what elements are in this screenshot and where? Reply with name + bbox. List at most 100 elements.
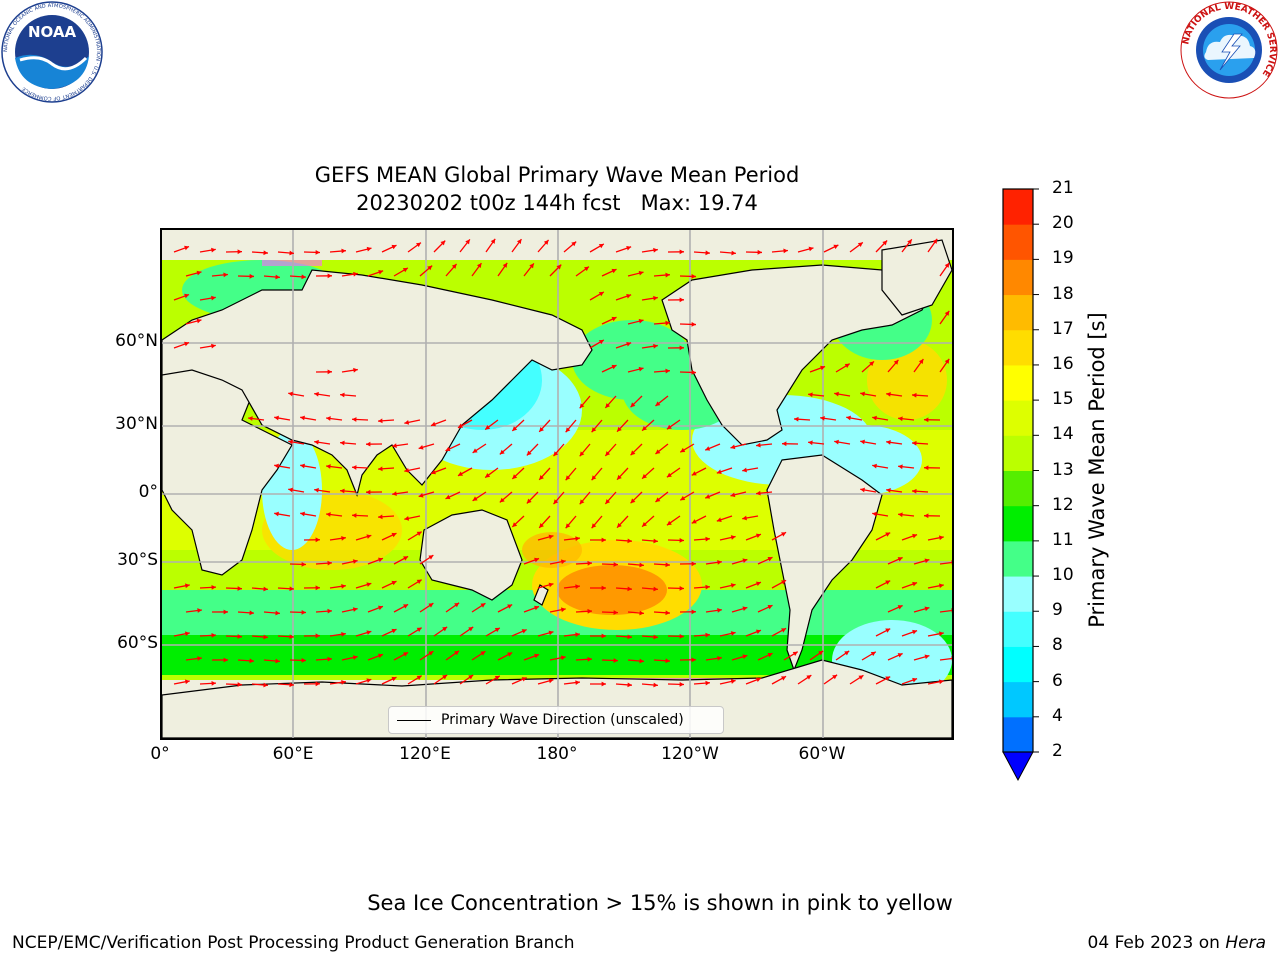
wave-arrow — [329, 535, 346, 541]
wave-arrow — [341, 559, 358, 565]
wave-arrow — [756, 442, 773, 448]
wave-arrow — [604, 491, 617, 505]
wave-arrow — [601, 268, 617, 277]
wave-arrow — [355, 678, 372, 685]
wave-arrow — [419, 265, 433, 277]
wave-arrow — [575, 266, 590, 277]
wave-arrow — [419, 602, 434, 613]
wave-arrow — [211, 272, 228, 278]
wave-arrow — [392, 443, 409, 449]
wave-arrow — [872, 415, 889, 421]
wave-arrow — [381, 580, 397, 589]
wave-arrow — [549, 655, 566, 661]
wave-arrow — [329, 583, 346, 589]
wave-arrow — [565, 419, 577, 433]
wave-arrow — [731, 606, 748, 613]
wave-arrow — [872, 463, 889, 469]
wave-arrow — [563, 632, 580, 637]
wave-arrow — [565, 515, 577, 529]
wave-arrow — [823, 674, 838, 685]
wave-arrow — [601, 658, 619, 663]
wave-arrow — [326, 416, 343, 421]
wave-arrow — [887, 556, 903, 565]
wave-arrow — [326, 512, 343, 517]
colorbar-tick-label: 16 — [1052, 353, 1074, 374]
wave-arrow — [705, 560, 722, 565]
wave-arrow — [693, 632, 711, 638]
wave-arrow — [277, 634, 295, 640]
wave-arrow — [237, 273, 255, 279]
colorbar-segment — [1003, 505, 1033, 542]
wave-arrow — [355, 534, 372, 541]
wave-arrow — [653, 368, 671, 374]
colorbar-label: Primary Wave Mean Period [s] — [1085, 312, 1109, 628]
wave-arrow — [199, 343, 216, 349]
wave-arrow — [911, 488, 929, 494]
wave-arrow — [351, 465, 369, 470]
lat-label-30n: 30°N — [115, 414, 158, 434]
map-legend: Primary Wave Direction (unscaled) — [388, 706, 724, 734]
wave-arrow — [667, 537, 685, 543]
wave-arrow — [927, 535, 944, 541]
wave-arrow — [781, 441, 799, 447]
wave-arrow — [604, 443, 617, 457]
wave-arrow — [404, 515, 421, 521]
wave-arrow — [538, 467, 551, 481]
colorbar-tick-label: 12 — [1052, 494, 1074, 515]
wave-arrow — [445, 650, 460, 661]
lon-label-0: 0° — [150, 744, 170, 764]
wave-arrow — [289, 657, 307, 663]
wave-arrow — [173, 293, 190, 301]
wave-arrow — [173, 631, 190, 637]
wave-arrow — [666, 467, 681, 478]
wave-arrow — [407, 627, 423, 637]
wave-arrow — [655, 443, 669, 455]
wave-arrow — [199, 584, 217, 590]
wave-arrow — [615, 538, 633, 544]
wave-arrow — [641, 538, 658, 544]
wave-arrow — [251, 586, 268, 592]
wave-arrow — [485, 627, 501, 637]
wave-arrow — [225, 634, 243, 639]
wave-arrow — [742, 467, 759, 473]
sea-ice-note: Sea Ice Concentration > 15% is shown in … — [367, 891, 953, 915]
colorbar-segment — [1003, 224, 1033, 260]
wave-arrow — [601, 610, 619, 615]
wave-arrow — [820, 416, 837, 421]
wave-arrow — [355, 630, 372, 637]
wave-arrow — [263, 610, 280, 616]
wave-arrow — [433, 626, 448, 637]
wave-arrow — [653, 658, 671, 664]
australia-land — [419, 509, 523, 601]
wave-arrow — [589, 243, 605, 253]
wave-arrow — [835, 363, 851, 373]
wave-arrow — [341, 607, 358, 613]
wave-arrow — [875, 580, 891, 589]
wave-arrow — [901, 533, 918, 541]
colorbar-segment — [1003, 364, 1033, 401]
wave-arrow — [288, 487, 305, 493]
wave-arrow — [418, 491, 435, 498]
wave-arrow — [834, 391, 851, 397]
wave-arrow — [288, 391, 305, 397]
wave-arrow — [939, 262, 950, 277]
greenland-land — [881, 239, 952, 316]
colorbar-tick-label: 19 — [1052, 248, 1074, 269]
wave-arrow — [523, 557, 540, 565]
wave-arrow — [886, 392, 903, 397]
wave-arrow — [377, 514, 395, 520]
lon-label-120e: 120°E — [399, 744, 451, 764]
colorbar-tick-label: 20 — [1052, 213, 1074, 234]
wave-arrow — [627, 366, 644, 373]
wave-arrow — [289, 609, 307, 615]
wave-arrow — [591, 467, 603, 481]
wave-arrow — [939, 358, 950, 373]
colorbar-tick-label: 18 — [1052, 283, 1074, 304]
wave-arrow — [315, 369, 333, 375]
wave-arrow — [860, 391, 877, 397]
wave-arrow — [433, 240, 446, 253]
wave-arrow — [615, 682, 633, 688]
wave-arrow — [511, 467, 525, 480]
wave-arrow — [225, 249, 243, 255]
wave-period-map — [160, 228, 954, 740]
